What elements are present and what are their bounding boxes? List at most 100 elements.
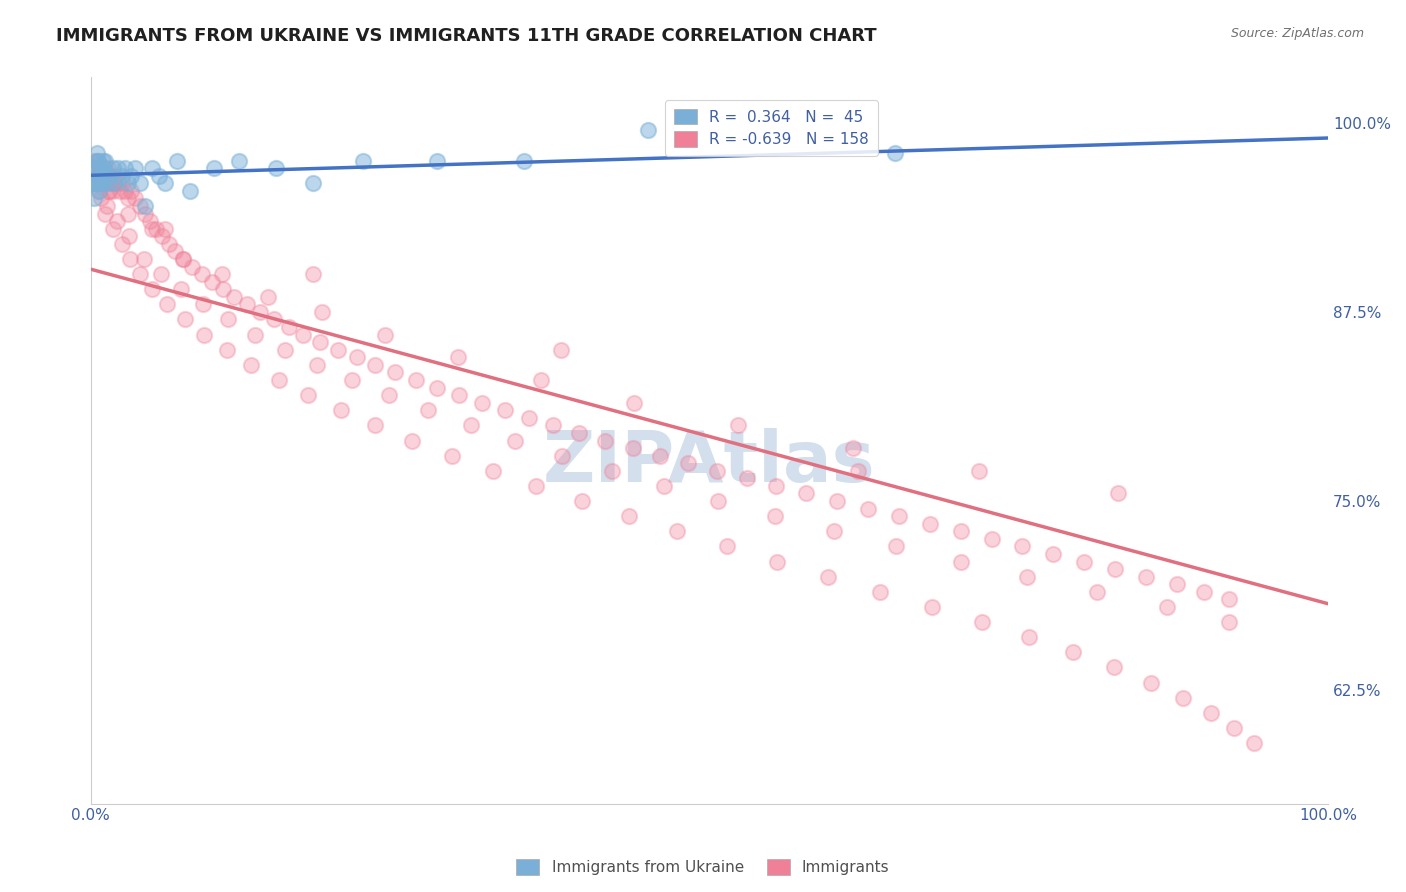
Point (308, 335, 330, 350)
Point (101, 221, 124, 235)
Point (277, 320, 299, 334)
Point (447, 351, 470, 365)
Point (84, 177, 107, 191)
Point (1140, 675, 1163, 690)
Point (1011, 540, 1033, 554)
Point (1218, 615, 1240, 629)
Point (87, 177, 110, 191)
Point (1017, 570, 1039, 584)
Point (100, 169, 122, 183)
Point (980, 532, 1002, 546)
Text: Source: ZipAtlas.com: Source: ZipAtlas.com (1230, 27, 1364, 40)
Point (735, 471, 758, 485)
Point (172, 252, 194, 266)
Point (89, 169, 111, 183)
Point (87, 153, 110, 168)
Point (86, 169, 108, 183)
Point (107, 177, 129, 191)
Point (794, 486, 817, 500)
Point (211, 267, 233, 281)
Point (600, 464, 623, 478)
Point (302, 177, 325, 191)
Point (716, 540, 738, 554)
Point (94, 153, 117, 168)
Point (173, 312, 195, 326)
Point (84, 161, 107, 176)
Point (89, 184, 111, 198)
Point (170, 282, 193, 296)
Point (842, 441, 865, 455)
Point (228, 153, 250, 168)
Point (617, 509, 640, 524)
Point (129, 199, 152, 213)
Text: ZIPAtlas: ZIPAtlas (543, 428, 876, 497)
Point (107, 161, 129, 176)
Point (104, 169, 127, 183)
Point (1194, 584, 1216, 599)
Point (856, 501, 879, 516)
Point (652, 479, 675, 493)
Point (91, 153, 114, 168)
Point (1085, 584, 1108, 599)
Point (256, 290, 278, 304)
Point (82, 177, 104, 191)
Point (449, 388, 471, 402)
Point (267, 373, 290, 387)
Point (763, 509, 786, 524)
Point (846, 464, 869, 478)
Point (83, 177, 105, 191)
Point (307, 358, 329, 372)
Point (90, 177, 112, 191)
Point (1243, 736, 1265, 750)
Point (86, 169, 108, 183)
Point (727, 418, 749, 433)
Point (98, 177, 121, 191)
Point (96, 169, 118, 183)
Point (482, 464, 505, 478)
Point (967, 464, 990, 478)
Point (179, 184, 201, 198)
Point (1062, 645, 1084, 659)
Point (1135, 570, 1157, 584)
Point (191, 267, 214, 281)
Point (129, 177, 152, 191)
Point (153, 177, 176, 191)
Point (550, 343, 572, 357)
Point (120, 184, 142, 198)
Point (648, 449, 671, 463)
Point (193, 327, 215, 342)
Point (666, 524, 689, 539)
Point (148, 169, 170, 183)
Point (678, 456, 700, 470)
Point (471, 395, 494, 409)
Point (513, 153, 536, 168)
Point (163, 244, 186, 259)
Point (124, 191, 146, 205)
Point (89, 169, 111, 183)
Point (86, 161, 108, 176)
Point (87, 153, 110, 168)
Point (82, 169, 104, 183)
Point (297, 388, 319, 402)
Point (98, 184, 121, 198)
Point (418, 403, 440, 417)
Point (97, 161, 120, 176)
Point (103, 177, 125, 191)
Point (217, 312, 239, 326)
Point (765, 479, 787, 493)
Point (83, 191, 105, 205)
Point (869, 584, 891, 599)
Point (364, 418, 387, 433)
Point (524, 479, 547, 493)
Point (150, 229, 173, 244)
Point (384, 366, 406, 380)
Point (264, 161, 287, 176)
Point (83, 161, 105, 176)
Point (224, 290, 246, 304)
Point (1073, 555, 1095, 569)
Point (212, 282, 235, 296)
Point (97, 169, 120, 183)
Point (141, 161, 163, 176)
Point (1102, 660, 1125, 674)
Point (378, 388, 401, 402)
